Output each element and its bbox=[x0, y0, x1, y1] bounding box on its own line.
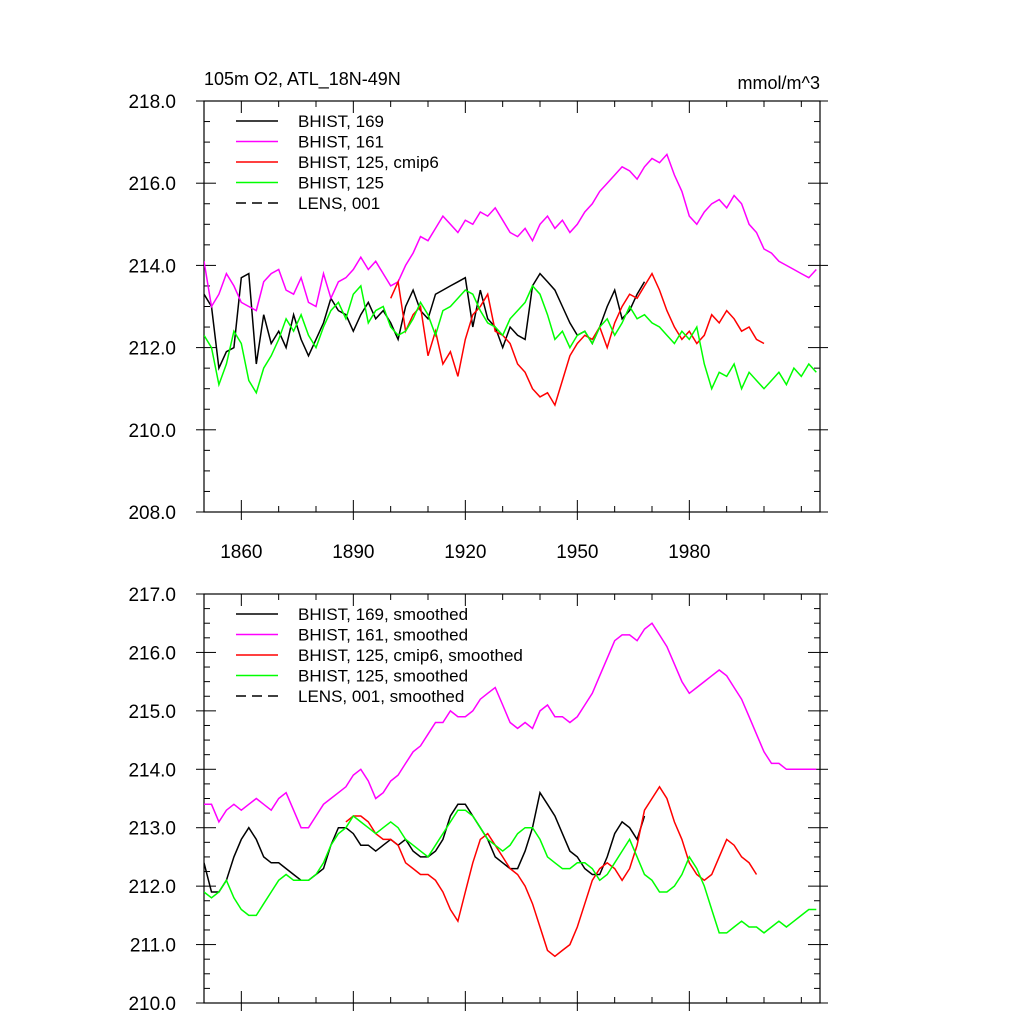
y-tick-label: 208.0 bbox=[128, 503, 176, 524]
legend-label: BHIST, 161, smoothed bbox=[298, 626, 468, 645]
series-line-3 bbox=[204, 809, 817, 934]
y-tick-label: 212.0 bbox=[128, 339, 176, 360]
legend-label: BHIST, 125, smoothed bbox=[298, 667, 468, 686]
chart-title: 105m O2, ATL_18N-49N bbox=[204, 69, 401, 90]
top-panel: 1860 1890 1920 1950 1980 208.0 210.0 212.0 214.0… bbox=[128, 69, 828, 563]
series-line-0 bbox=[204, 272, 646, 371]
legend-label: LENS, 001, smoothed bbox=[298, 687, 464, 706]
x-tick-label: 1920 bbox=[444, 542, 486, 563]
y-tick-label: 216.0 bbox=[128, 643, 176, 664]
legend-label: LENS, 001 bbox=[298, 194, 380, 213]
y-tick-label: 213.0 bbox=[128, 819, 176, 840]
series-line-0 bbox=[204, 790, 646, 893]
y-tick-label: 210.0 bbox=[128, 421, 176, 442]
y-tick-label: 218.0 bbox=[128, 92, 176, 113]
x-tick-label: 1980 bbox=[668, 542, 710, 563]
y-tick-label: 211.0 bbox=[130, 936, 176, 957]
x-tick-label: 1950 bbox=[556, 542, 598, 563]
y-tick-label: 212.0 bbox=[128, 877, 176, 898]
plot-frame bbox=[203, 100, 821, 513]
y-tick-label: 214.0 bbox=[128, 256, 176, 277]
legend-label: BHIST, 125, cmip6 bbox=[298, 153, 439, 172]
series-line-2 bbox=[345, 785, 758, 958]
legend-label: BHIST, 125 bbox=[298, 174, 384, 193]
x-tick-label: 1890 bbox=[332, 542, 374, 563]
legend-label: BHIST, 125, cmip6, smoothed bbox=[298, 646, 523, 665]
x-tick-label: 1860 bbox=[220, 542, 262, 563]
units-label: mmol/m^3 bbox=[738, 73, 820, 93]
legend-label: BHIST, 169 bbox=[298, 112, 384, 131]
series-line-3 bbox=[204, 284, 817, 395]
series-line-1 bbox=[204, 622, 817, 829]
y-tick-label: 210.0 bbox=[128, 994, 176, 1015]
legend-label: BHIST, 169, smoothed bbox=[298, 605, 468, 624]
bottom-panel: 210.0 211.0 212.0 213.0 214.0 215.0 216.0 217.0… bbox=[128, 585, 828, 1015]
legend-label: BHIST, 161 bbox=[298, 133, 384, 152]
series-line-2 bbox=[390, 272, 765, 407]
series-line-1 bbox=[204, 152, 817, 312]
y-tick-label: 217.0 bbox=[128, 585, 176, 606]
y-tick-label: 216.0 bbox=[128, 174, 176, 195]
y-tick-label: 214.0 bbox=[128, 760, 176, 781]
y-tick-label: 215.0 bbox=[128, 702, 176, 723]
